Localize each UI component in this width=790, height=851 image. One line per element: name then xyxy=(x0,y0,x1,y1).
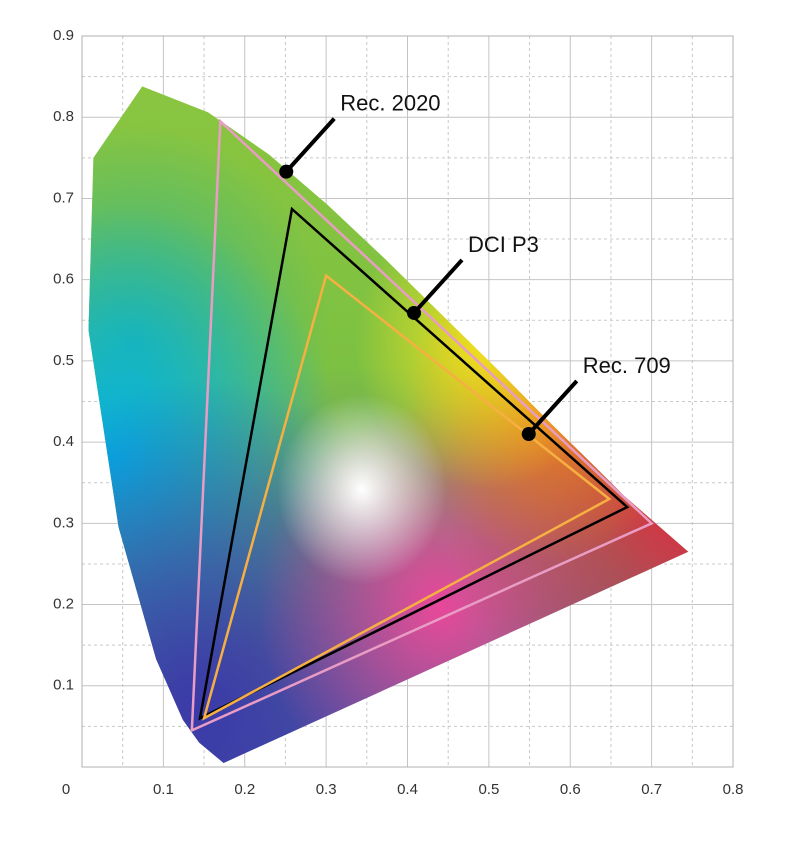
annotation-leader xyxy=(412,258,464,315)
annotation-leader xyxy=(527,379,579,436)
annotations: Rec. 2020 DCI P3 Rec. 709 xyxy=(279,90,671,441)
x-tick-label: 0.5 xyxy=(478,781,499,798)
x-tick-label: 0.3 xyxy=(316,781,337,798)
annotation-leader xyxy=(284,117,336,173)
axes: 0 0.1 0.2 0.3 0.4 0.5 0.6 0.7 0.8 0.1 0.2 0.3 0.4 0.5… xyxy=(53,27,743,798)
annotation-point xyxy=(521,426,536,441)
y-tick-label: 0.7 xyxy=(53,189,74,206)
annotation-point xyxy=(407,305,422,320)
annotation-point xyxy=(279,164,294,179)
y-tick-label: 0.1 xyxy=(53,677,74,694)
annotation-label: Rec. 2020 xyxy=(340,90,440,115)
x-tick-label: 0.1 xyxy=(153,781,174,798)
annotation-label: Rec. 709 xyxy=(583,353,671,378)
y-tick-label: 0.2 xyxy=(53,596,74,613)
x-tick-label: 0.4 xyxy=(397,781,418,798)
x-tick-label: 0 xyxy=(62,781,70,798)
gamut-triangle xyxy=(198,206,630,721)
x-tick-label: 0.6 xyxy=(560,781,581,798)
y-tick-label: 0.4 xyxy=(53,433,74,450)
gamut-triangles xyxy=(190,118,654,733)
annotation-label: DCI P3 xyxy=(468,232,539,257)
plot-border xyxy=(81,35,734,768)
x-tick-label: 0.7 xyxy=(641,781,662,798)
x-tick-label: 0.2 xyxy=(234,781,255,798)
y-tick-label: 0.3 xyxy=(53,514,74,531)
y-tick-label: 0.5 xyxy=(53,352,74,369)
gamut-triangle xyxy=(202,273,612,721)
y-tick-label: 0.8 xyxy=(53,108,74,125)
y-tick-label: 0.9 xyxy=(53,27,74,44)
y-tick-label: 0.6 xyxy=(53,271,74,288)
x-tick-label: 0.8 xyxy=(723,781,744,798)
gamut-triangle xyxy=(190,118,654,733)
